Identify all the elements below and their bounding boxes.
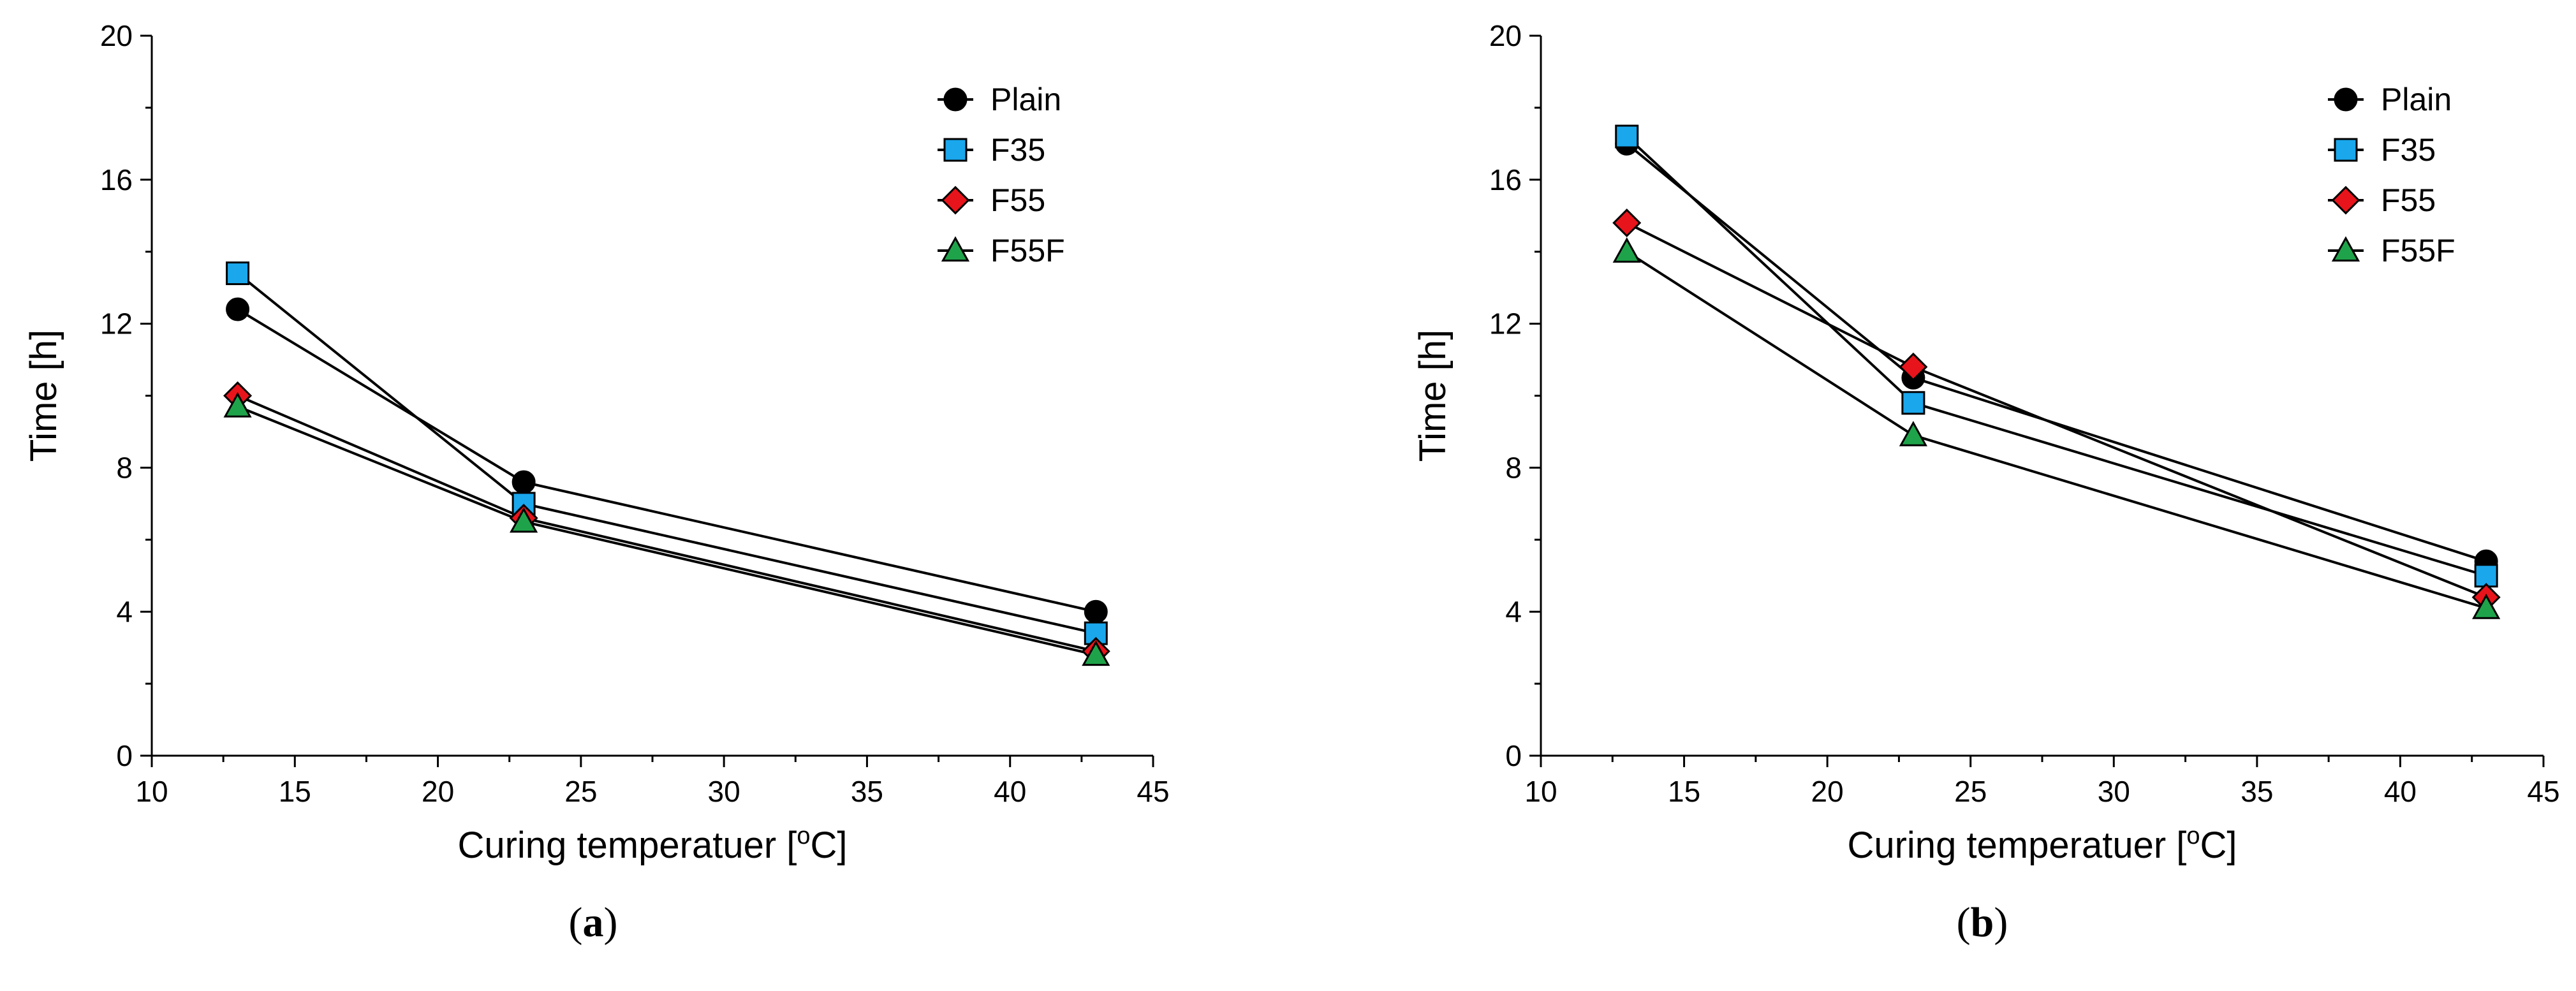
panel-label: (a) <box>569 899 618 946</box>
x-tick-label: 20 <box>1811 775 1844 808</box>
legend-marker-f55f <box>941 236 970 262</box>
y-tick-label: 20 <box>1489 19 1522 52</box>
y-tick-label: 12 <box>100 307 133 341</box>
data-point-f55f <box>1082 640 1110 666</box>
y-tick-label: 16 <box>1489 163 1522 196</box>
legend-label-plain: Plain <box>990 82 1061 117</box>
legend-label-plain: Plain <box>2381 82 2452 117</box>
x-tick-label: 25 <box>564 775 597 808</box>
y-tick-label: 16 <box>100 163 133 196</box>
x-tick-label: 45 <box>2527 775 2559 808</box>
x-tick-label: 15 <box>279 775 311 808</box>
y-tick-label: 8 <box>116 451 133 484</box>
y-tick-label: 0 <box>116 739 133 772</box>
x-tick-label: 30 <box>2098 775 2130 808</box>
series-line-plain <box>1626 142 2487 563</box>
legend-marker-f55 <box>941 186 970 215</box>
x-tick-label: 45 <box>1137 775 1169 808</box>
legend-label-f55f: F55F <box>990 233 1065 268</box>
y-axis-title: Time [h] <box>23 330 64 462</box>
data-point-f55 <box>1899 352 1928 381</box>
series-line-f55f <box>1626 251 2487 610</box>
data-point-f55f <box>1899 420 1927 446</box>
x-tick-label: 10 <box>135 775 168 808</box>
x-tick-label: 25 <box>1954 775 1987 808</box>
data-point-plain <box>1084 599 1108 624</box>
x-axis-title: Curing temperatuer [oC] <box>1847 823 2237 866</box>
series-line-f35 <box>237 272 1096 635</box>
x-tick-label: 40 <box>2384 775 2417 808</box>
y-tick-label: 20 <box>100 19 133 52</box>
data-point-f55f <box>1612 237 1641 263</box>
series-line-plain <box>237 308 1096 613</box>
x-tick-label: 35 <box>851 775 883 808</box>
x-tick-label: 20 <box>422 775 454 808</box>
panel-label: (b) <box>1957 899 2008 946</box>
x-tick-label: 40 <box>994 775 1026 808</box>
legend-label-f55f: F55F <box>2381 233 2455 268</box>
data-point-f55 <box>1612 209 1642 238</box>
series-line-f55f <box>237 405 1096 656</box>
data-point-f55f <box>510 507 538 533</box>
legend-label-f55: F55 <box>2381 182 2436 218</box>
data-point-plain <box>512 470 536 494</box>
y-tick-label: 4 <box>1505 595 1522 628</box>
x-tick-label: 15 <box>1668 775 1700 808</box>
data-point-f55f <box>2472 593 2501 619</box>
legend-marker-plain <box>2334 87 2358 112</box>
series-line-f55 <box>1626 221 2487 599</box>
x-tick-label: 10 <box>1524 775 1557 808</box>
data-point-plain <box>226 297 250 321</box>
data-point-f55f <box>223 392 252 418</box>
legend-label-f55: F55 <box>990 182 1045 218</box>
x-tick-label: 35 <box>2241 775 2273 808</box>
data-point-f35 <box>226 261 250 286</box>
legend-marker-f55 <box>2331 186 2360 215</box>
y-tick-label: 0 <box>1505 739 1522 772</box>
legend-marker-f55f <box>2331 236 2360 262</box>
data-point-f35 <box>1901 391 1925 415</box>
legend-marker-f35 <box>2334 138 2358 162</box>
legend-label-f35: F35 <box>990 132 1045 168</box>
data-point-f35 <box>1615 124 1639 149</box>
series-line-f55 <box>237 394 1096 653</box>
y-tick-label: 8 <box>1505 451 1522 484</box>
legend-marker-plain <box>943 87 968 112</box>
legend-label-f35: F35 <box>2381 132 2436 168</box>
y-tick-label: 12 <box>1489 307 1522 341</box>
x-axis-title: Curing temperatuer [oC] <box>457 823 847 866</box>
y-axis-title: Time [h] <box>1412 330 1454 462</box>
legend-marker-f35 <box>943 138 968 162</box>
y-tick-label: 4 <box>116 595 133 628</box>
x-tick-label: 30 <box>708 775 740 808</box>
